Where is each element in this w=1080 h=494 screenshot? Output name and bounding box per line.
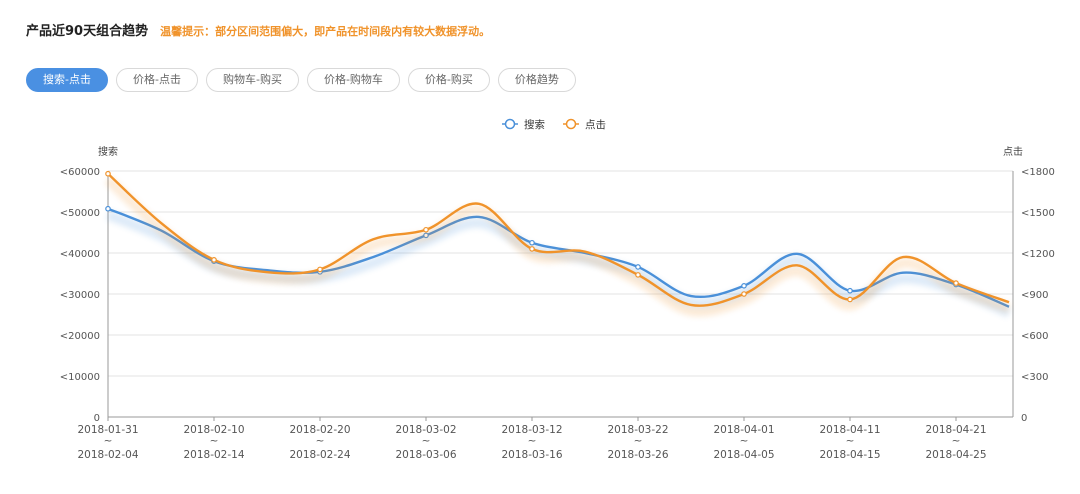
y-left-tick-label: <40000 <box>60 249 100 260</box>
series-shadow <box>106 210 1011 318</box>
x-tick-label: 2018-03-16 <box>501 449 562 461</box>
data-point <box>105 170 111 177</box>
data-point <box>423 226 429 233</box>
x-tick-label: 2018-03-12 <box>501 424 562 436</box>
y-right-tick-label: 0 <box>1021 413 1027 424</box>
series-shadow <box>104 176 1011 317</box>
metric-tabs: 搜索-点击 价格-点击 购物车-购买 价格-购物车 价格-购买 价格趋势 <box>26 68 576 92</box>
data-point <box>847 296 853 303</box>
data-point <box>953 280 959 286</box>
data-point <box>847 287 853 294</box>
y-left-tick-label: <60000 <box>60 167 100 178</box>
x-tick-label: 2018-04-25 <box>925 449 986 461</box>
data-point <box>211 257 217 263</box>
tab-search-click[interactable]: 搜索-点击 <box>26 68 108 92</box>
tab-price-trend[interactable]: 价格趋势 <box>497 68 576 92</box>
x-tick-label: 2018-01-31 <box>77 424 138 436</box>
x-tick-label: 2018-02-14 <box>183 449 244 461</box>
x-tick-label: 2018-02-10 <box>183 424 244 436</box>
header: 产品近90天组合趋势 温馨提示：部分区间范围偏大，即产品在时间段内有较大数据浮动… <box>26 20 490 39</box>
series-line-click <box>107 172 1010 307</box>
x-tick-label: ~ <box>210 435 219 447</box>
x-tick-label: 2018-02-04 <box>77 449 138 461</box>
x-tick-label: ~ <box>104 435 113 447</box>
y-right-tick-label: <1500 <box>1021 208 1055 219</box>
y-right-axis-title: 点击 <box>1003 146 1023 158</box>
x-tick-label: ~ <box>634 435 643 447</box>
legend-label: 搜索 <box>524 118 545 131</box>
x-tick-label: 2018-03-06 <box>395 449 456 461</box>
data-point <box>741 291 747 297</box>
x-tick-label: 2018-03-26 <box>607 449 668 461</box>
tab-price-purchase[interactable]: 价格-购买 <box>407 68 490 92</box>
legend-marker <box>504 118 516 130</box>
data-point <box>317 266 323 273</box>
tab-price-click[interactable]: 价格-点击 <box>115 68 198 92</box>
data-point <box>529 239 535 246</box>
legend-label: 点击 <box>585 119 606 131</box>
data-point <box>635 264 641 270</box>
x-tick-label: 2018-04-21 <box>925 424 986 436</box>
y-right-tick-label: <300 <box>1021 372 1048 383</box>
y-left-tick-label: <30000 <box>60 290 100 301</box>
y-left-axis-title: 搜索 <box>98 145 118 158</box>
data-point <box>529 246 535 252</box>
y-right-tick-label: <1800 <box>1021 167 1055 178</box>
x-tick-label: ~ <box>952 435 961 447</box>
y-right-tick-label: <600 <box>1021 331 1048 342</box>
x-tick-label: 2018-04-05 <box>713 449 774 461</box>
y-left-tick-label: <10000 <box>60 372 100 383</box>
trend-chart: 0 <10000 <20000 <30000 <40000 <50000 <60000 0 <3… <box>60 118 1055 461</box>
page-title: 产品近90天组合趋势 <box>26 24 149 39</box>
x-tick-label: 2018-04-15 <box>819 449 880 461</box>
tab-cart-purchase[interactable]: 购物车-购买 <box>205 68 299 92</box>
x-tick-label: ~ <box>528 435 537 447</box>
x-tick-label: ~ <box>316 435 325 447</box>
x-tick-label: 2018-02-24 <box>289 449 350 461</box>
y-right-tick-label: <900 <box>1021 290 1048 301</box>
legend-marker <box>565 118 577 130</box>
x-tick-label: ~ <box>740 435 749 447</box>
y-right-tick-label: <1200 <box>1021 249 1055 260</box>
x-tick-label: 2018-03-02 <box>395 424 456 436</box>
x-tick-label: 2018-04-11 <box>819 424 880 436</box>
x-tick-label: ~ <box>846 435 855 447</box>
y-left-tick-label: <50000 <box>60 208 100 219</box>
data-point <box>635 272 641 278</box>
y-left-tick-label: 0 <box>94 413 100 424</box>
x-tick-label: 2018-03-22 <box>607 424 668 436</box>
tab-price-cart[interactable]: 价格-购物车 <box>306 68 400 92</box>
data-point <box>741 283 747 289</box>
x-tick-label: 2018-02-20 <box>289 424 350 436</box>
x-tick-label: 2018-04-01 <box>713 424 774 436</box>
warning-tip: 温馨提示：部分区间范围偏大，即产品在时间段内有较大数据浮动。 <box>160 25 491 38</box>
data-point <box>105 205 111 212</box>
y-left-tick-label: <20000 <box>60 331 100 342</box>
x-tick-label: ~ <box>422 435 431 447</box>
